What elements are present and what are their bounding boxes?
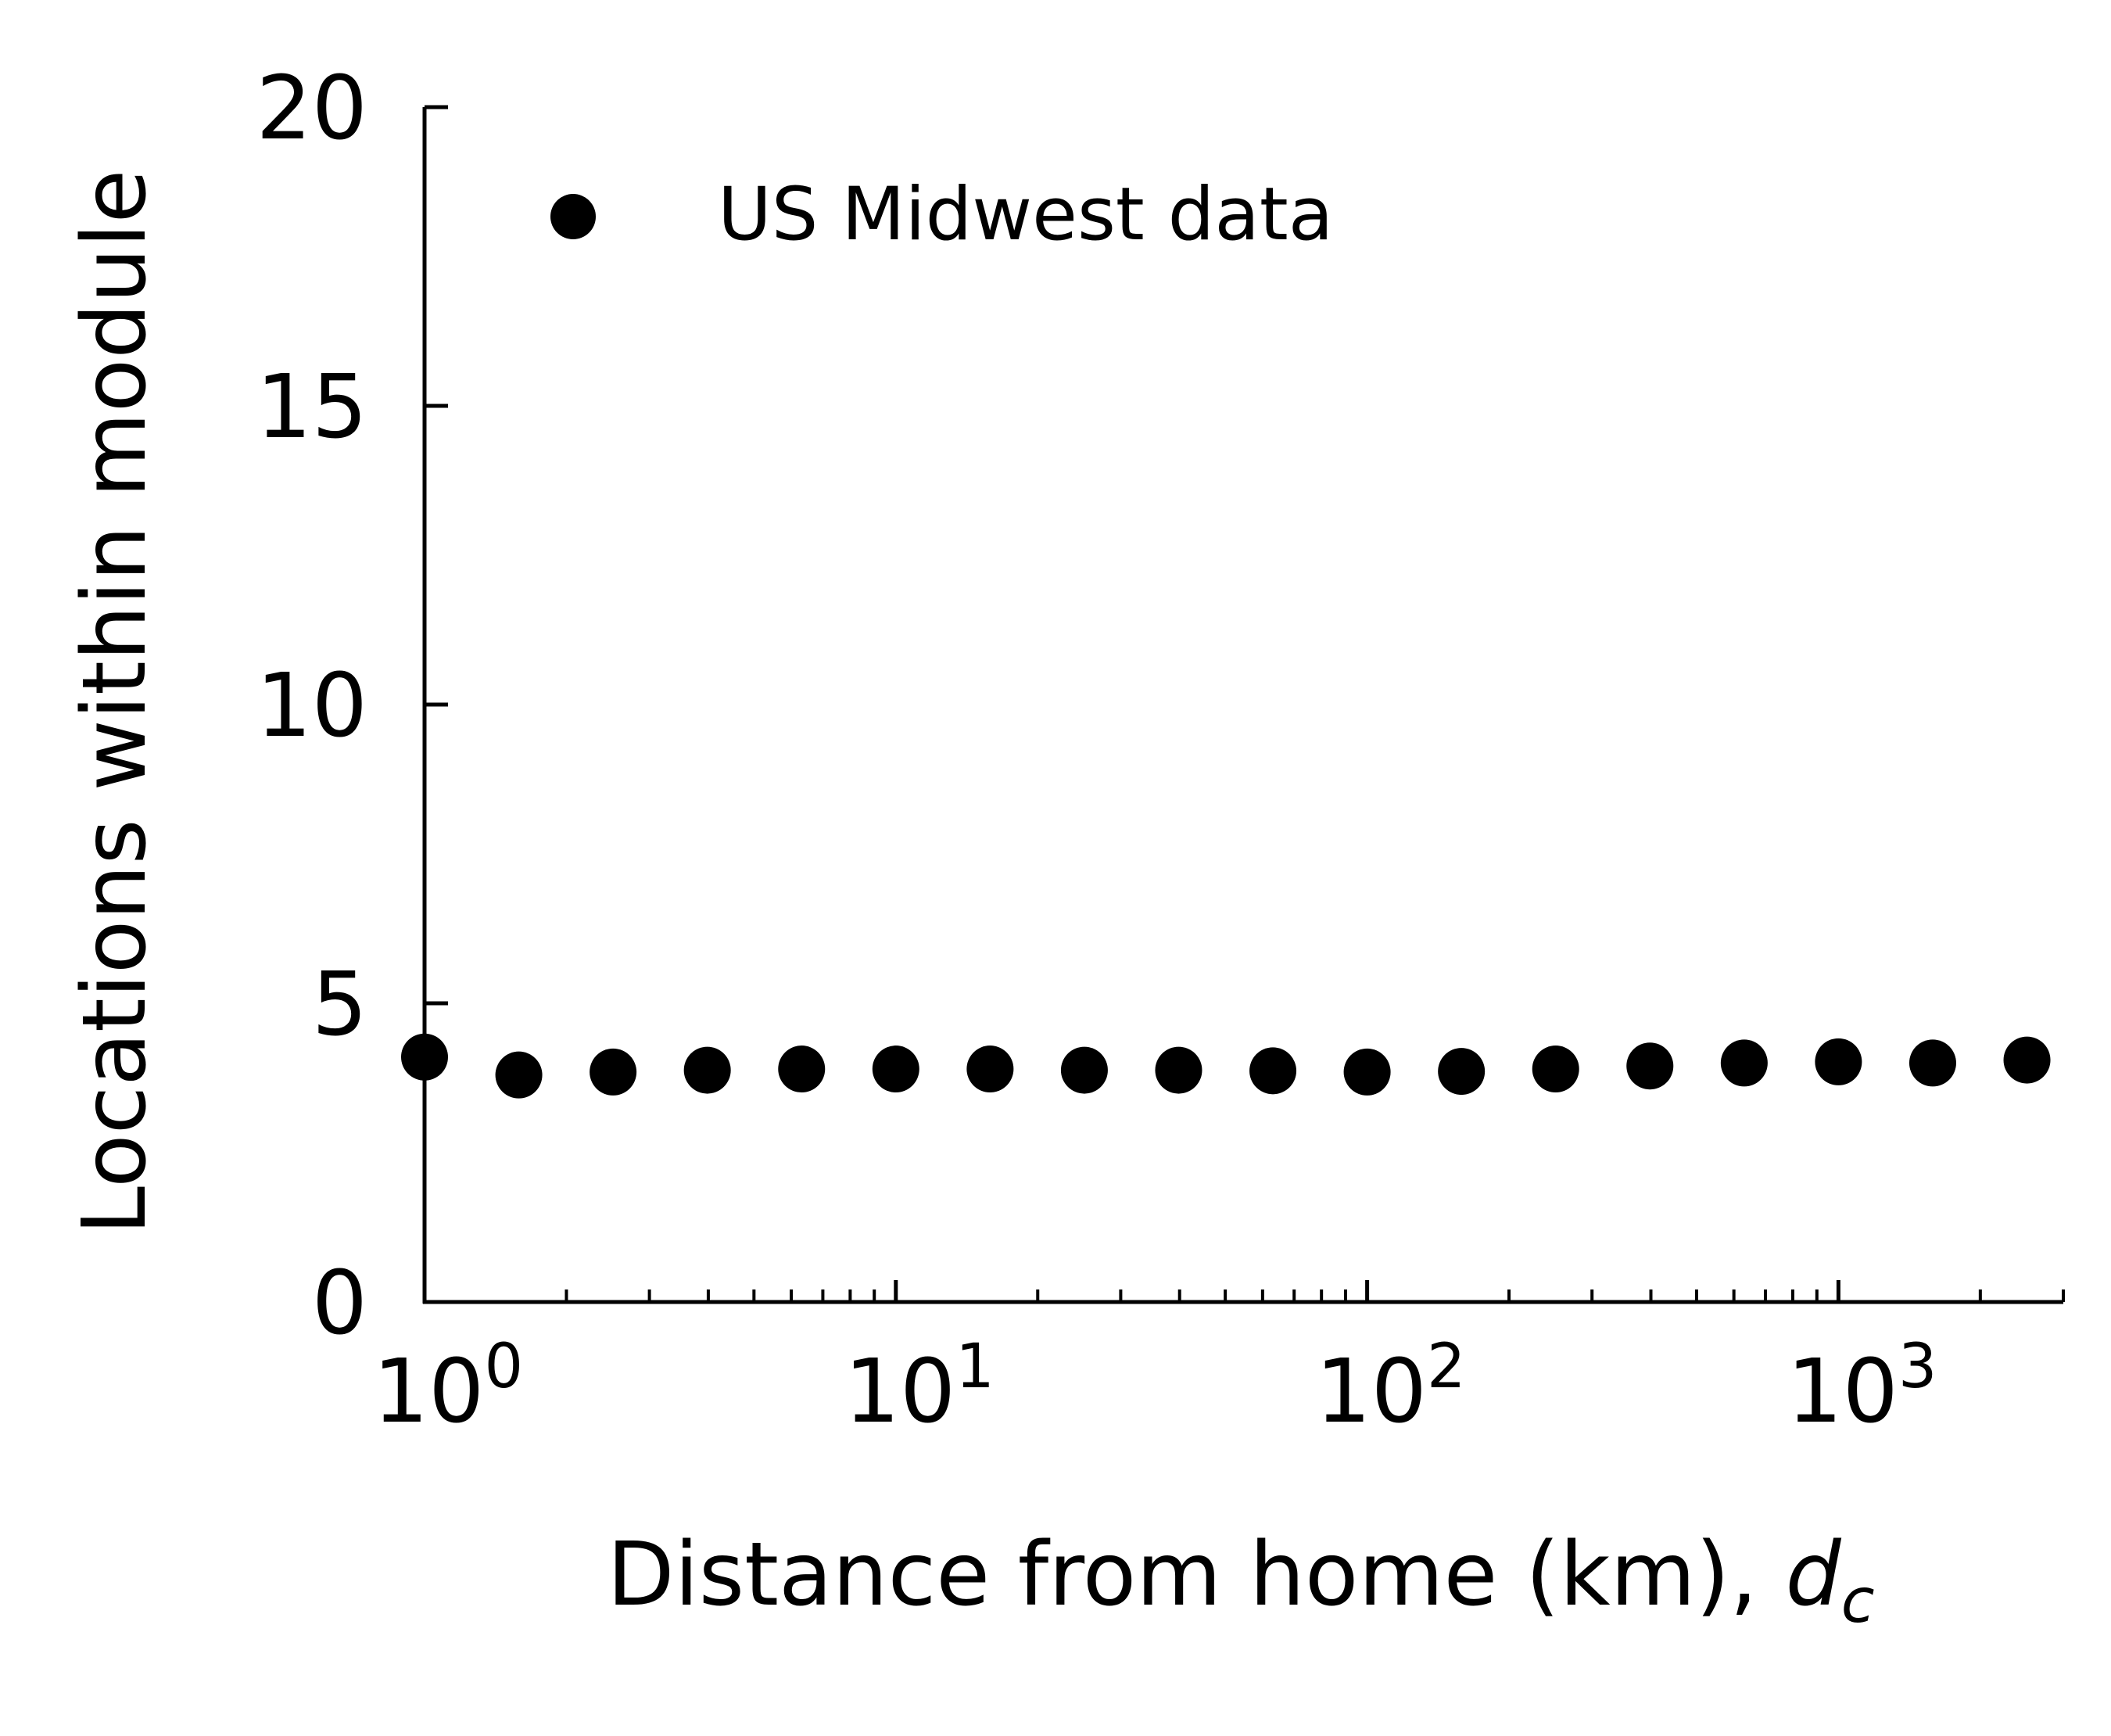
data-points bbox=[401, 1033, 2051, 1099]
y-tick-label: 10 bbox=[256, 655, 367, 757]
x-tick-label-base: 10 bbox=[373, 1341, 485, 1443]
x-tick-label: 100 bbox=[373, 1332, 523, 1443]
x-axis-title-variable: d bbox=[1786, 1524, 1842, 1626]
x-axis-title: Distance from home (km), dc bbox=[607, 1524, 1874, 1637]
y-axis-title: Locations within module bbox=[64, 170, 166, 1236]
y-axis-ticks: 0 5 10 15 20 bbox=[256, 58, 448, 1354]
x-tick-label: 101 bbox=[844, 1332, 995, 1443]
x-tick-label-base: 10 bbox=[844, 1341, 956, 1443]
legend-marker bbox=[550, 194, 596, 239]
y-tick-label: 20 bbox=[256, 58, 367, 160]
x-axis-title-text: Distance from home (km), bbox=[607, 1524, 1785, 1626]
x-tick-label-exponent: 3 bbox=[1898, 1332, 1937, 1402]
data-point bbox=[1720, 1039, 1768, 1087]
data-point bbox=[1343, 1048, 1391, 1096]
data-point bbox=[1249, 1047, 1297, 1095]
y-tick-label: 0 bbox=[312, 1253, 367, 1354]
data-point bbox=[495, 1051, 543, 1099]
x-axis-ticks: 100 101 102 103 bbox=[373, 1280, 2065, 1443]
legend-label: US Midwest data bbox=[718, 172, 1333, 257]
data-point bbox=[1438, 1048, 1486, 1096]
x-tick-label-exponent: 0 bbox=[484, 1332, 523, 1402]
y-tick-label: 15 bbox=[256, 357, 367, 458]
data-point bbox=[1626, 1042, 1674, 1090]
data-point bbox=[1909, 1039, 1956, 1087]
axes bbox=[422, 107, 2063, 1304]
data-point bbox=[1060, 1046, 1108, 1094]
data-point bbox=[401, 1033, 448, 1081]
data-point bbox=[590, 1048, 637, 1096]
x-tick-label: 103 bbox=[1787, 1332, 1937, 1443]
data-point bbox=[872, 1046, 919, 1093]
data-point bbox=[683, 1046, 731, 1094]
data-point bbox=[778, 1046, 826, 1093]
legend: US Midwest data bbox=[550, 172, 1333, 257]
x-axis-title-subscript: c bbox=[1841, 1566, 1875, 1637]
data-point bbox=[966, 1046, 1014, 1093]
x-tick-label-base: 10 bbox=[1787, 1341, 1898, 1443]
x-tick-label-exponent: 2 bbox=[1427, 1332, 1466, 1402]
x-tick-label-exponent: 1 bbox=[955, 1332, 995, 1402]
data-point bbox=[1532, 1046, 1579, 1093]
x-tick-label-base: 10 bbox=[1316, 1341, 1428, 1443]
y-tick-label: 5 bbox=[312, 954, 367, 1056]
data-point bbox=[1815, 1038, 1862, 1085]
x-tick-label: 102 bbox=[1316, 1332, 1466, 1443]
data-point bbox=[1155, 1046, 1202, 1094]
data-point bbox=[2003, 1036, 2051, 1084]
